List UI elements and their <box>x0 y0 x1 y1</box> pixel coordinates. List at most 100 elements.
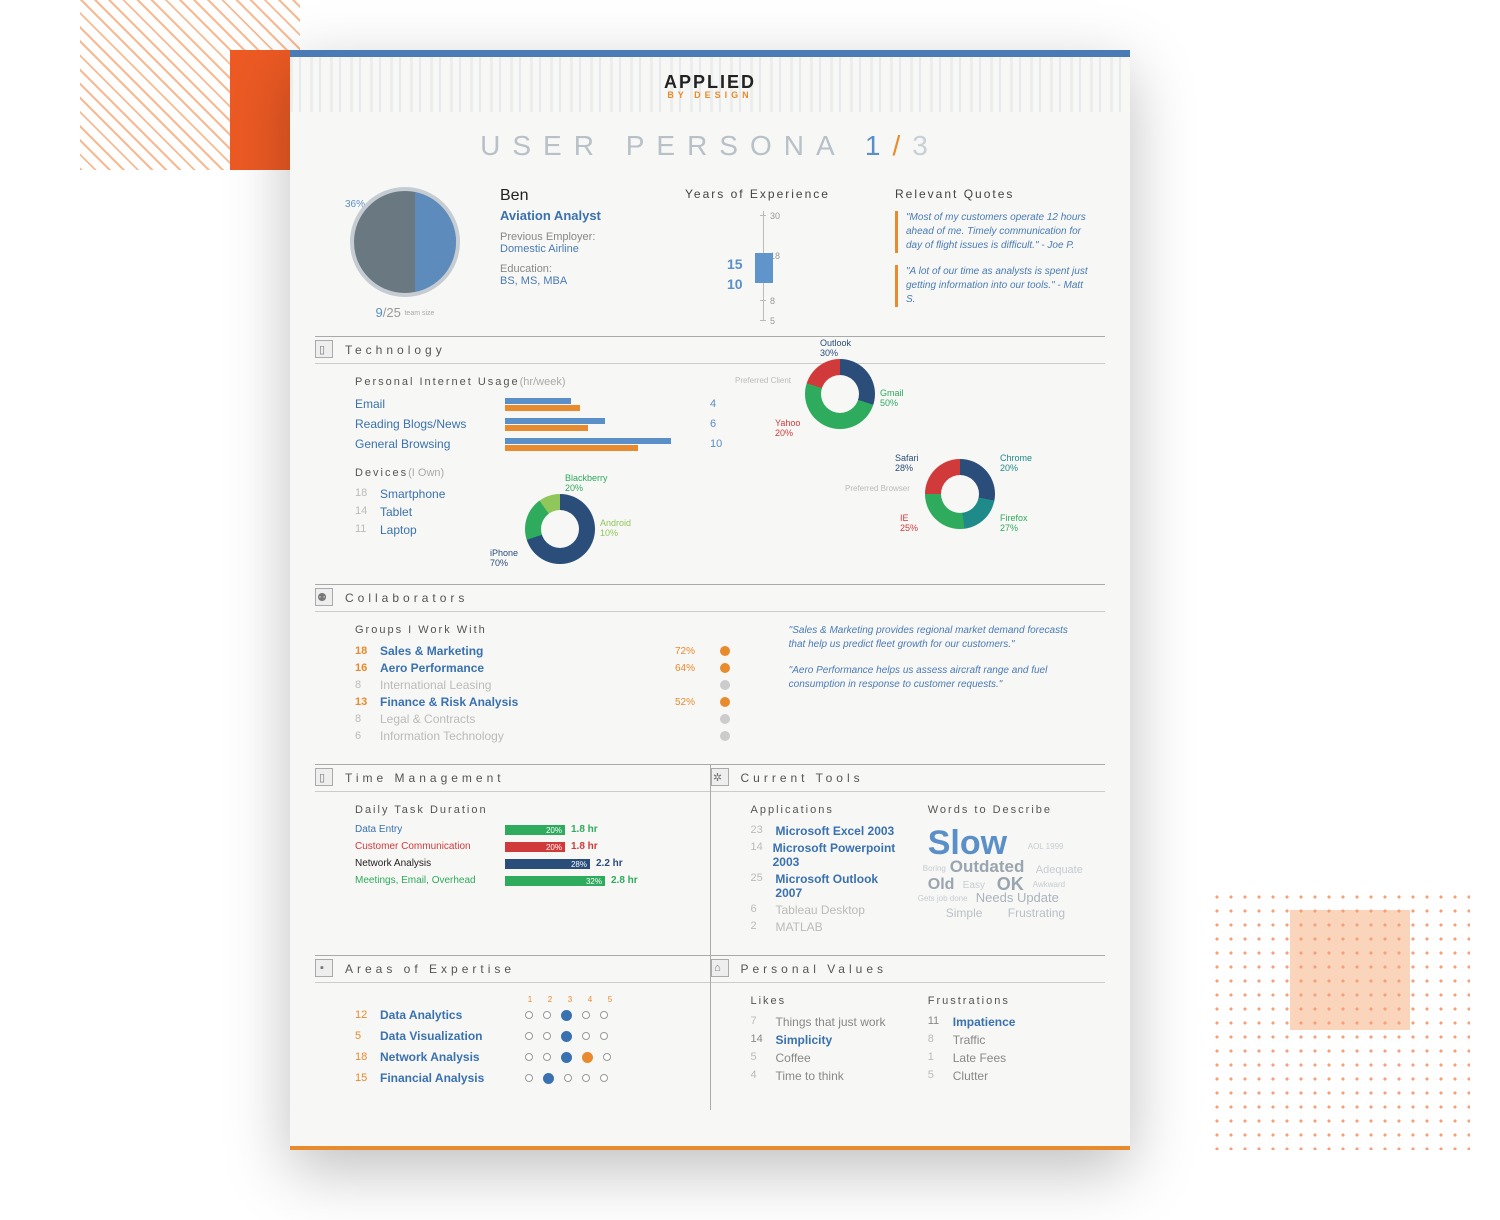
logo: APPLIED BY DESIGN <box>290 57 1130 100</box>
quotes-heading: Relevant Quotes <box>895 187 1090 201</box>
values-heading: ⌂ Personal Values <box>711 956 1106 983</box>
task-row: Meetings, Email, Overhead 32% 2.8 hr <box>355 875 690 886</box>
words-sub: Words to Describe <box>928 804 1085 816</box>
usage-bar-row: Reading Blogs/News 6 <box>355 416 735 432</box>
value-row: 11Impatience <box>928 1015 1085 1029</box>
section-values: ⌂ Personal Values Likes 7Things that jus… <box>710 955 1106 1110</box>
wordcloud: SlowAOL 1999BoringOutdatedAdequateOldEas… <box>928 824 1085 934</box>
value-row: 5Clutter <box>928 1069 1085 1083</box>
logo-line2: BY DESIGN <box>290 90 1130 100</box>
wordcloud-word: Awkward <box>1033 880 1065 889</box>
gear-icon: ✲ <box>711 768 729 786</box>
likes-sub: Likes <box>751 995 908 1007</box>
title-total: 3 <box>912 130 940 161</box>
collab-sub: Groups I Work With <box>355 624 751 636</box>
edu-label: Education: <box>500 263 665 275</box>
expertise-row: 18Network Analysis <box>355 1050 690 1064</box>
quotes-block: Relevant Quotes "Most of my customers op… <box>895 187 1090 321</box>
collab-row: 16Aero Performance 64% <box>355 661 751 675</box>
app-row: 6Tableau Desktop <box>751 903 908 917</box>
yoe-chart: 3018851510 <box>725 211 815 321</box>
time-heading: ▯ Time Management <box>315 765 710 792</box>
expertise-scale: 12345 <box>525 995 690 1004</box>
wordcloud-word: Needs Update <box>976 890 1059 905</box>
prev-emp: Domestic Airline <box>500 243 665 255</box>
wordcloud-word: Simple <box>946 906 983 920</box>
bio: Ben Aviation Analyst Previous Employer: … <box>500 187 665 321</box>
wordcloud-word: Boring <box>923 864 946 873</box>
team-size: 9/25 team size <box>330 305 480 320</box>
expertise-row: 12Data Analytics <box>355 1008 690 1022</box>
expertise-row: 5Data Visualization <box>355 1029 690 1043</box>
value-row: 1Late Fees <box>928 1051 1085 1065</box>
wordcloud-word: Old <box>928 876 955 894</box>
wordcloud-word: Frustrating <box>1008 906 1065 920</box>
section-expertise: ▪ Areas of Expertise 12345 12Data Analyt… <box>315 955 710 1110</box>
donut-phone: iPhone70%Blackberry20%Android10% <box>525 494 595 564</box>
briefcase-icon: ▪ <box>315 959 333 977</box>
annot-browser: Preferred Browser <box>845 484 910 493</box>
app-row: 14Microsoft Powerpoint 2003 <box>751 841 908 869</box>
quote: "A lot of our time as analysts is spent … <box>895 265 1090 307</box>
tools-heading: ✲ Current Tools <box>711 765 1106 792</box>
app-row: 23Microsoft Excel 2003 <box>751 824 908 838</box>
people-icon: ⚉ <box>315 588 333 606</box>
expertise-heading: ▪ Areas of Expertise <box>315 956 710 983</box>
header-row: 36% 9/25 team size Ben Aviation Analyst … <box>290 162 1130 336</box>
team-label: team size <box>404 310 434 317</box>
edu: BS, MS, MBA <box>500 275 665 287</box>
donut-browser: Safari28%Chrome20%Firefox27%IE25% <box>925 459 995 529</box>
frust-sub: Frustrations <box>928 995 1085 1007</box>
title-current: 1 <box>865 130 893 161</box>
collab-row: 8International Leasing <box>355 678 751 692</box>
wordcloud-word: Gets job done <box>918 894 968 903</box>
value-row: 14Simplicity <box>751 1033 908 1047</box>
section-technology: ▯ Technology Personal Internet Usage(hr/… <box>315 336 1105 584</box>
value-row: 8Traffic <box>928 1033 1085 1047</box>
home-icon: ⌂ <box>711 959 729 977</box>
task-row: Customer Communication 20% 1.8 hr <box>355 841 690 852</box>
person-role: Aviation Analyst <box>500 208 665 223</box>
wordcloud-word: AOL 1999 <box>1028 842 1064 851</box>
team-n: 9 <box>376 305 383 320</box>
annot-client: Preferred Client <box>735 376 791 385</box>
time-sub: Daily Task Duration <box>355 804 690 816</box>
time-tools-row: ▯ Time Management Daily Task Duration Da… <box>290 764 1130 955</box>
team-of: 25 <box>386 305 400 320</box>
section-collaborators: ⚉ Collaborators Groups I Work With 18Sal… <box>315 584 1105 764</box>
value-row: 4Time to think <box>751 1069 908 1083</box>
section-time: ▯ Time Management Daily Task Duration Da… <box>315 764 710 955</box>
value-row: 5Coffee <box>751 1051 908 1065</box>
donut-email: Outlook30%Gmail50%Yahoo20% <box>805 359 875 429</box>
avatar <box>350 187 460 297</box>
yoe-heading: Years of Experience <box>685 187 875 201</box>
apps-sub: Applications <box>751 804 908 816</box>
logo-line1: APPLIED <box>664 72 756 92</box>
expertise-row: 15Financial Analysis <box>355 1071 690 1085</box>
collab-quote: "Aero Performance helps us assess aircra… <box>781 664 1085 692</box>
collab-row: 6Information Technology <box>355 729 751 743</box>
title-slash: / <box>892 130 912 161</box>
tech-heading: ▯ Technology <box>315 337 1105 364</box>
clock-icon: ▯ <box>315 768 333 786</box>
usage-bar-row: Email 4 <box>355 396 735 412</box>
yoe-block: Years of Experience 3018851510 <box>685 187 875 321</box>
page-title: USER PERSONA 1/3 <box>290 130 1130 162</box>
collab-row: 18Sales & Marketing 72% <box>355 644 751 658</box>
person-name: Ben <box>500 187 665 205</box>
wordcloud-word: Adequate <box>1036 864 1083 876</box>
task-row: Network Analysis 28% 2.2 hr <box>355 858 690 869</box>
value-row: 7Things that just work <box>751 1015 908 1029</box>
section-tools: ✲ Current Tools Applications 23Microsoft… <box>710 764 1106 955</box>
expertise-values-row: ▪ Areas of Expertise 12345 12Data Analyt… <box>290 955 1130 1110</box>
collab-row: 8Legal & Contracts <box>355 712 751 726</box>
task-row: Data Entry 20% 1.8 hr <box>355 824 690 835</box>
quote: "Most of my customers operate 12 hours a… <box>895 211 1090 253</box>
title-text: USER PERSONA <box>480 130 845 161</box>
collab-row: 13Finance & Risk Analysis 52% <box>355 695 751 709</box>
avatar-block: 36% 9/25 team size <box>330 187 480 321</box>
bg-dot-grid <box>1210 890 1470 1150</box>
app-row: 25Microsoft Outlook 2007 <box>751 872 908 900</box>
collab-heading: ⚉ Collaborators <box>315 585 1105 612</box>
usage-heading: Personal Internet Usage(hr/week) <box>355 376 1085 388</box>
